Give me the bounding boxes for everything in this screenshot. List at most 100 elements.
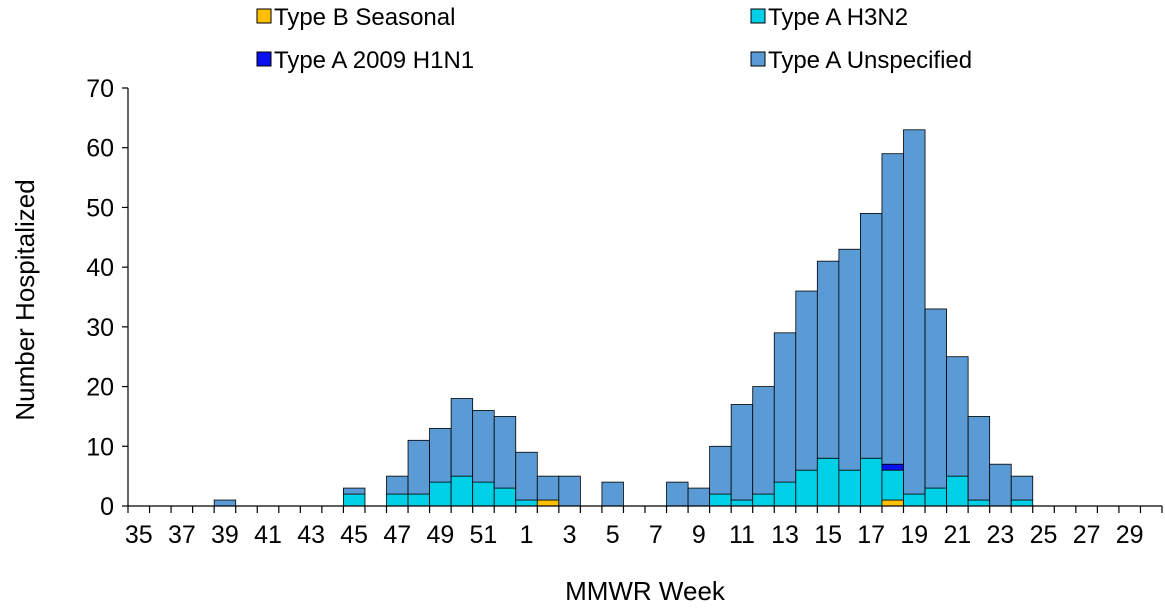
bar-week-18-series-3 <box>881 153 904 465</box>
y-tick-label: 20 <box>86 374 114 402</box>
legend-label-type-a-unspecified: Type A Unspecified <box>768 47 972 74</box>
x-tick-label: 41 <box>254 521 282 549</box>
legend-item-type-a-unspecified: Type A Unspecified <box>750 47 972 74</box>
bar-week-48-series-3 <box>407 439 430 495</box>
bar-week-14-series-3 <box>795 290 818 471</box>
x-tick-label: 5 <box>606 521 620 549</box>
x-tick-label: 25 <box>1030 521 1058 549</box>
legend-swatch-type-b-seasonal <box>256 8 272 24</box>
bar-week-24-series-3 <box>1010 475 1034 501</box>
bar-week-16-series-3 <box>838 248 861 471</box>
bar-week-23-series-3 <box>989 463 1012 507</box>
y-tick-label: 70 <box>86 75 114 103</box>
bar-week-49-series-3 <box>429 427 452 483</box>
x-tick-label: 49 <box>426 521 454 549</box>
x-axis-title: MMWR Week <box>565 576 726 606</box>
bar-week-10-series-3 <box>709 445 732 495</box>
bar-week-49-series-1 <box>429 481 452 507</box>
x-tick-label: 1 <box>520 521 534 549</box>
bar-week-48-series-1 <box>407 493 430 507</box>
x-tick-label: 21 <box>943 521 971 549</box>
bar-week-52-series-1 <box>493 487 517 507</box>
x-tick-label: 23 <box>987 521 1015 549</box>
bar-week-8-series-3 <box>666 481 689 507</box>
bar-week-5-series-3 <box>601 481 624 507</box>
bar-week-20-series-3 <box>924 308 947 489</box>
legend-swatch-type-a-2009-h1n1 <box>256 51 272 67</box>
bar-week-45-series-3 <box>343 487 366 495</box>
x-tick-label: 51 <box>470 521 498 549</box>
bar-week-24-series-1 <box>1010 499 1034 507</box>
bar-week-21-series-1 <box>946 475 969 507</box>
bar-week-50-series-3 <box>450 398 474 477</box>
x-tick-label: 11 <box>729 521 755 549</box>
bar-week-14-series-1 <box>795 469 818 507</box>
y-axis-title: Number Hospitalized <box>10 179 40 420</box>
legend-label-type-b-seasonal: Type B Seasonal <box>274 4 455 31</box>
bar-week-47-series-3 <box>386 475 409 495</box>
bar-week-51-series-1 <box>472 481 495 507</box>
legend-item-type-a-h3n2: Type A H3N2 <box>750 4 908 31</box>
bar-week-18-series-2 <box>881 463 904 471</box>
bar-week-51-series-3 <box>472 410 495 483</box>
legend-item-type-b-seasonal: Type B Seasonal <box>256 4 455 31</box>
x-tick-label: 43 <box>297 521 325 549</box>
x-tick-label: 9 <box>692 521 706 549</box>
x-tick-label: 15 <box>814 521 842 549</box>
x-tick-label: 29 <box>1116 521 1144 549</box>
y-tick-label: 10 <box>86 433 114 461</box>
y-tick-label: 40 <box>86 254 114 282</box>
bar-week-1-series-1 <box>515 499 538 507</box>
bar-week-13-series-1 <box>773 481 797 507</box>
x-tick-label: 35 <box>125 521 153 549</box>
bar-week-50-series-1 <box>450 475 474 507</box>
legend-item-type-a-2009-h1n1: Type A 2009 H1N1 <box>256 47 474 74</box>
bar-week-17-series-3 <box>860 212 883 459</box>
x-tick-label: 7 <box>649 521 663 549</box>
bar-week-22-series-1 <box>967 499 991 507</box>
bar-week-18-series-1 <box>881 469 904 501</box>
bar-week-45-series-1 <box>343 493 366 507</box>
x-tick-label: 45 <box>340 521 368 549</box>
bar-week-11-series-3 <box>730 404 754 501</box>
x-tick-label: 3 <box>563 521 577 549</box>
bars <box>213 129 1034 507</box>
x-tick-label: 27 <box>1073 521 1101 549</box>
x-tick-label: 13 <box>771 521 799 549</box>
bar-week-15-series-3 <box>816 260 840 459</box>
legend-label-type-a-h3n2: Type A H3N2 <box>768 4 908 31</box>
y-tick-label: 0 <box>100 493 114 521</box>
x-axis: 35 37 39 41 43 45 47 49 51 1 3 5 7 9 11 13 15 17 19 21 23 25 2… <box>125 505 1163 549</box>
y-axis: 0 10 20 30 40 50 60 70 <box>86 75 129 521</box>
y-tick-label: 50 <box>86 194 114 222</box>
bar-week-12-series-3 <box>752 386 775 495</box>
y-tick-label: 60 <box>86 135 114 163</box>
x-tick-label: 19 <box>900 521 928 549</box>
legend-swatch-type-a-unspecified <box>750 51 766 67</box>
x-tick-label: 17 <box>857 521 885 549</box>
bar-week-18-series-0 <box>881 499 904 507</box>
bar-week-52-series-3 <box>493 416 517 489</box>
bar-week-2-series-3 <box>536 475 560 501</box>
x-tick-label: 37 <box>168 521 196 549</box>
x-tick-label: 47 <box>383 521 411 549</box>
bar-week-22-series-3 <box>967 416 991 501</box>
legend-label-type-a-2009-h1n1: Type A 2009 H1N1 <box>274 47 474 74</box>
bar-week-9-series-3 <box>687 487 711 507</box>
bar-week-17-series-1 <box>860 457 883 507</box>
bar-week-15-series-1 <box>816 457 840 507</box>
x-tick-label: 39 <box>211 521 239 549</box>
bar-week-21-series-3 <box>946 356 969 477</box>
bar-week-1-series-3 <box>515 451 538 501</box>
bar-week-12-series-1 <box>752 493 775 507</box>
bar-week-19-series-3 <box>903 129 926 495</box>
bar-week-13-series-3 <box>773 332 797 483</box>
bar-week-16-series-1 <box>838 469 861 507</box>
bar-week-3-series-3 <box>558 475 581 507</box>
bar-week-39-series-3 <box>213 499 237 507</box>
bar-week-11-series-1 <box>730 499 754 507</box>
bar-week-2-series-0 <box>536 499 560 507</box>
legend-swatch-type-a-h3n2 <box>750 8 766 24</box>
legend: Type B Seasonal Type A H3N2 Type A 2009 … <box>256 4 972 74</box>
